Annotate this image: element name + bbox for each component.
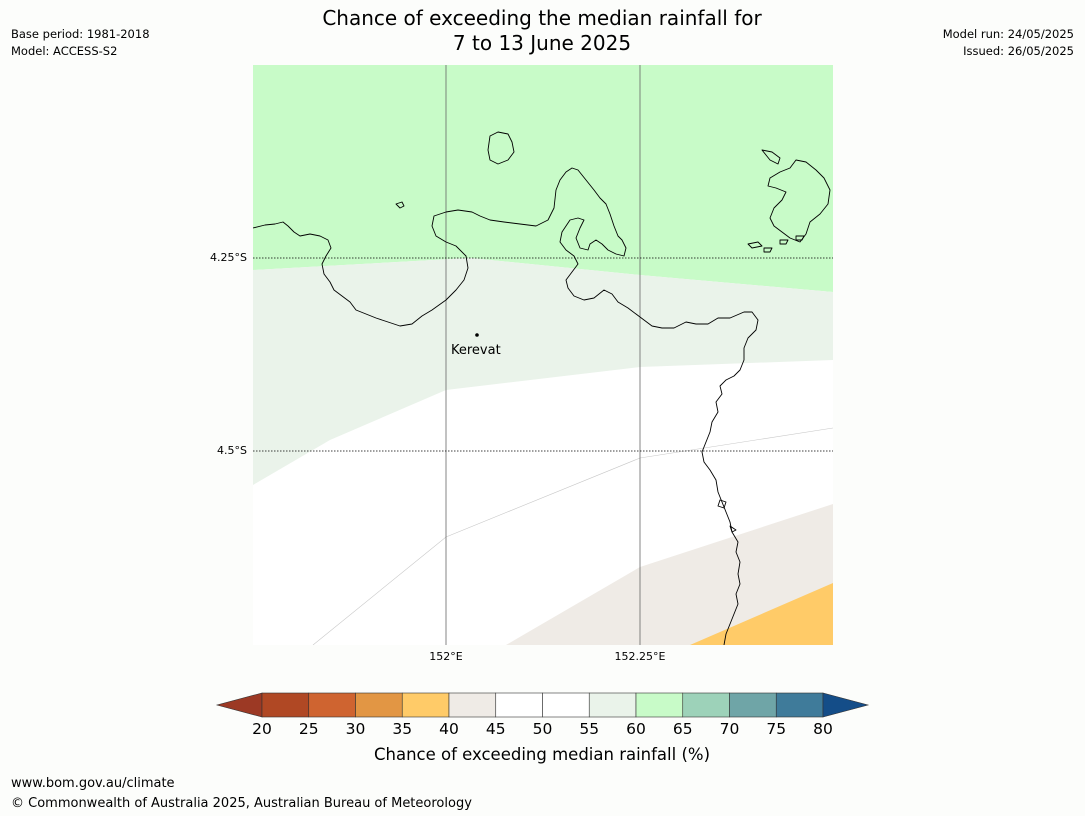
title-line-1: Chance of exceeding the median rainfall … <box>322 6 762 30</box>
colorbar-swatch <box>729 692 777 718</box>
colorbar-title: Chance of exceeding median rainfall (%) <box>373 745 711 764</box>
colorbar-tick-label: 70 <box>719 720 740 738</box>
title-line-2: 7 to 13 June 2025 <box>452 31 632 55</box>
colorbar-swatch <box>401 692 450 718</box>
colorbar-swatch <box>682 692 730 718</box>
lon-label-152-25: 152.25°E <box>614 650 666 663</box>
zone-60-65 <box>253 65 833 292</box>
zone-55-60 <box>253 258 833 485</box>
colorbar-swatch <box>588 692 637 718</box>
colorbar-over-arrow <box>822 692 870 718</box>
colorbar-swatch <box>635 692 684 718</box>
issued-text: Issued: 26/05/2025 <box>963 44 1074 58</box>
colorbar-swatch <box>261 692 310 718</box>
colorbar-swatch <box>542 692 590 718</box>
footer-url[interactable]: www.bom.gov.au/climate <box>11 776 175 791</box>
colorbar-swatch <box>495 692 543 718</box>
coastline <box>253 131 831 645</box>
colorbar-tick-label: 30 <box>345 720 366 738</box>
colorbar-swatch <box>775 692 824 718</box>
model-text: Model: ACCESS-S2 <box>11 44 118 58</box>
colorbar-tick-label: 75 <box>766 720 787 738</box>
colorbar-swatch <box>308 692 356 718</box>
colorbar-tick-label: 40 <box>439 720 459 738</box>
contour-line <box>312 427 833 645</box>
lon-label-152: 152°E <box>429 650 463 663</box>
colorbar-tick-label: 25 <box>298 720 319 738</box>
colorbar-tick-label: 50 <box>532 720 553 738</box>
zone-40-45 <box>506 504 833 645</box>
colorbar-tick-label: 45 <box>485 720 506 738</box>
meta-left: Base period: 1981-2018 Model: ACCESS-S2 <box>11 26 150 60</box>
map-title: Chance of exceeding the median rainfall … <box>242 6 842 56</box>
meta-right: Model run: 24/05/2025 Issued: 26/05/2025 <box>943 26 1074 60</box>
zone-35-40 <box>690 583 833 645</box>
base-period-text: Base period: 1981-2018 <box>11 27 150 41</box>
colorbar-tick-label: 60 <box>626 720 646 738</box>
city-label-kerevat: Kerevat <box>451 343 501 358</box>
colorbar-swatch <box>355 692 403 718</box>
lat-label-4-5: 4.5°S <box>217 444 247 457</box>
colorbar-tick-label: 65 <box>672 720 693 738</box>
model-run-text: Model run: 24/05/2025 <box>942 27 1074 41</box>
kerevat-marker[interactable] <box>475 333 479 337</box>
colorbar-tick-label: 80 <box>813 720 833 738</box>
colorbar-tick-label: 20 <box>252 720 272 738</box>
colorbar-tick-label: 35 <box>392 720 413 738</box>
footer-copyright: © Commonwealth of Australia 2025, Austra… <box>11 796 472 811</box>
colorbar-swatch <box>448 692 497 718</box>
colorbar-under-arrow <box>215 692 263 718</box>
colorbar <box>215 692 870 718</box>
colorbar-tick-label: 55 <box>579 720 600 738</box>
lat-label-4-25: 4.25°S <box>210 251 247 264</box>
map-panel[interactable] <box>253 65 833 645</box>
